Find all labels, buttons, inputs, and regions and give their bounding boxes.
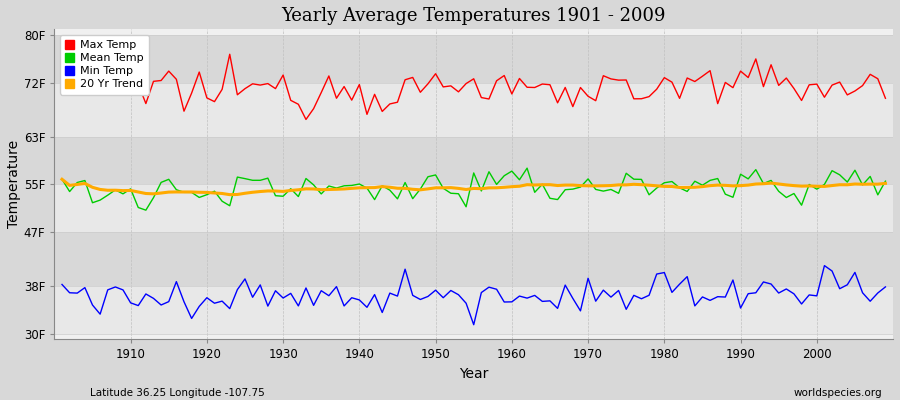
Text: worldspecies.org: worldspecies.org — [794, 388, 882, 398]
Bar — [54, 35, 893, 83]
Bar — [54, 232, 893, 286]
Bar — [54, 137, 893, 184]
Text: Latitude 36.25 Longitude -107.75: Latitude 36.25 Longitude -107.75 — [90, 388, 265, 398]
X-axis label: Year: Year — [459, 367, 489, 381]
Bar — [54, 184, 893, 232]
Legend: Max Temp, Mean Temp, Min Temp, 20 Yr Trend: Max Temp, Mean Temp, Min Temp, 20 Yr Tre… — [60, 35, 149, 95]
Y-axis label: Temperature: Temperature — [7, 140, 21, 228]
Title: Yearly Average Temperatures 1901 - 2009: Yearly Average Temperatures 1901 - 2009 — [282, 7, 666, 25]
Bar — [54, 286, 893, 334]
Bar — [54, 83, 893, 137]
